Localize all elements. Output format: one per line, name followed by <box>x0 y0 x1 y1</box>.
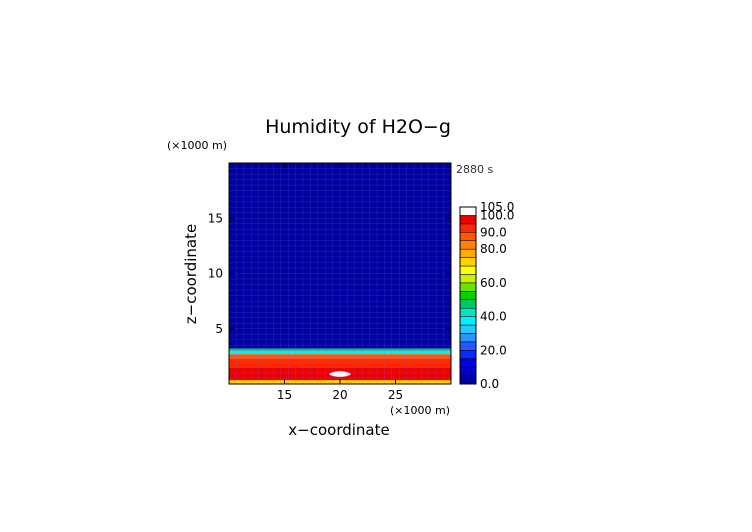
heatmap-gridlines <box>229 163 451 384</box>
colorbar-swatch-11 <box>460 283 476 291</box>
colorbar-swatch-8 <box>460 308 476 316</box>
colorbar-swatch-4 <box>460 342 476 350</box>
colorbar-swatch-20 <box>460 207 476 215</box>
colorbar <box>460 207 476 384</box>
colorbar-swatch-1 <box>460 367 476 375</box>
colorbar-swatch-2 <box>460 359 476 367</box>
y-tick-label-2: 15 <box>208 211 223 225</box>
time-label: 2880 s <box>456 163 493 176</box>
colorbar-swatch-6 <box>460 325 476 333</box>
colorbar-swatch-5 <box>460 333 476 341</box>
x-tick-label-1: 20 <box>332 388 347 402</box>
y-axis-unit: (×1000 m) <box>167 139 227 152</box>
colorbar-swatch-14 <box>460 258 476 266</box>
colorbar-swatch-19 <box>460 215 476 223</box>
colorbar-swatch-3 <box>460 350 476 358</box>
colorbar-swatch-0 <box>460 376 476 384</box>
colorbar-swatch-15 <box>460 249 476 257</box>
colorbar-label-4: 60.0 <box>480 276 507 290</box>
colorbar-swatch-18 <box>460 224 476 232</box>
colorbar-label-3: 80.0 <box>480 242 507 256</box>
chart-title: Humidity of H2O−g <box>265 116 451 138</box>
colorbar-swatch-7 <box>460 317 476 325</box>
colorbar-swatch-9 <box>460 300 476 308</box>
colorbar-swatch-12 <box>460 274 476 282</box>
colorbar-swatch-17 <box>460 232 476 240</box>
colorbar-swatch-16 <box>460 241 476 249</box>
colorbar-label-5: 40.0 <box>480 310 507 324</box>
colorbar-label-2: 90.0 <box>480 225 507 239</box>
x-axis-label: x−coordinate <box>288 421 389 439</box>
colorbar-swatch-13 <box>460 266 476 274</box>
colorbar-label-7: 0.0 <box>480 377 499 391</box>
x-axis-unit: (×1000 m) <box>390 404 450 417</box>
colorbar-swatch-10 <box>460 291 476 299</box>
y-tick-label-0: 5 <box>215 322 223 336</box>
y-tick-label-1: 10 <box>208 267 223 281</box>
y-axis-label: z−coordinate <box>182 224 200 324</box>
colorbar-label-6: 20.0 <box>480 343 507 357</box>
x-tick-label-2: 25 <box>388 388 403 402</box>
x-tick-label-0: 15 <box>277 388 292 402</box>
colorbar-label-1: 100.0 <box>480 208 514 222</box>
